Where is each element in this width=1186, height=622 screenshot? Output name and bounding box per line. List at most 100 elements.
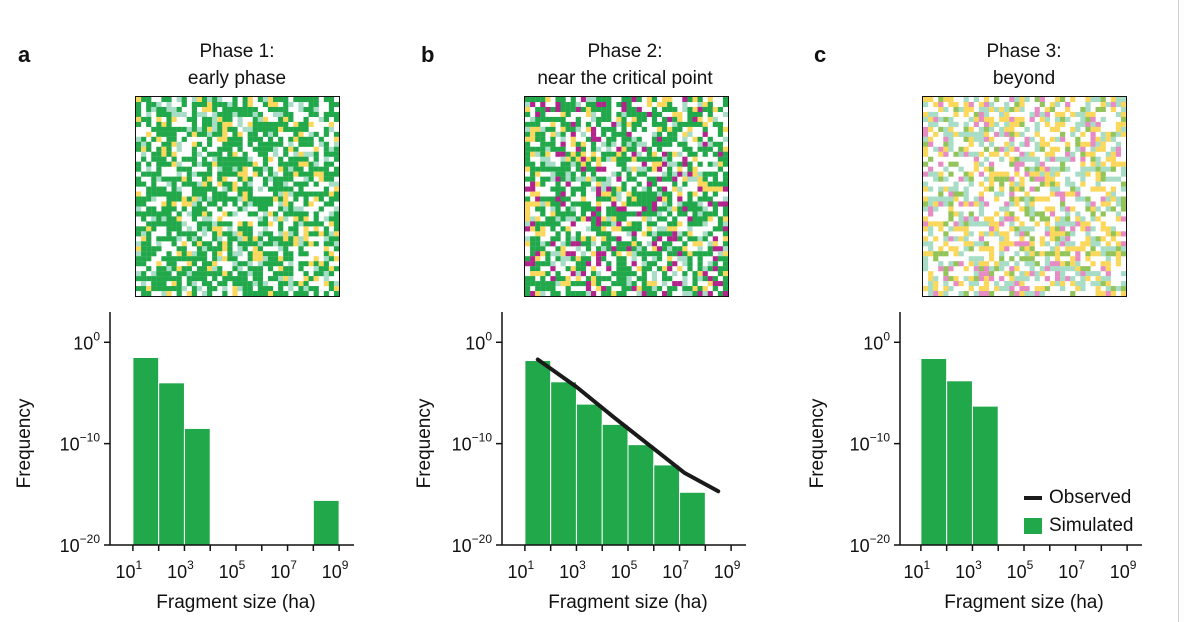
y-tick-label: 100 [465, 329, 492, 353]
landscape-cell [667, 221, 673, 227]
landscape-cell [722, 286, 729, 292]
landscape-cell [953, 226, 959, 232]
landscape-cell [201, 226, 208, 232]
landscape-cell [262, 251, 269, 257]
landscape-cell [262, 216, 269, 222]
landscape-cell [707, 216, 713, 222]
landscape-cell [242, 176, 248, 182]
landscape-cell [1095, 276, 1101, 282]
landscape-cell [1075, 256, 1081, 262]
landscape-cell [227, 101, 233, 108]
landscape-cell [550, 126, 556, 132]
landscape-cell [1120, 201, 1127, 207]
landscape-cell [722, 271, 729, 277]
landscape-cell [692, 286, 698, 292]
landscape-cell [535, 271, 541, 277]
landscape-cell [212, 97, 218, 103]
landscape-cell [1009, 176, 1015, 182]
landscape-cell [313, 151, 319, 157]
landscape-cell [1095, 171, 1101, 177]
landscape-cell [641, 111, 647, 117]
landscape-cell [988, 171, 995, 177]
landscape-cell [560, 156, 566, 162]
landscape-cell [303, 231, 309, 237]
landscape-cell [968, 281, 974, 287]
landscape-cell [1049, 281, 1056, 287]
landscape-cell [646, 221, 652, 227]
landscape-cell [999, 241, 1005, 247]
landscape-cell [687, 106, 693, 113]
landscape-cell [1029, 236, 1035, 242]
landscape-cell [212, 251, 218, 257]
landscape-cell [303, 216, 309, 222]
landscape-cell [631, 116, 637, 122]
landscape-cell [252, 241, 258, 247]
landscape-cell [176, 226, 182, 232]
landscape-cell [722, 146, 729, 152]
landscape-cell [697, 136, 703, 142]
landscape-cell [530, 131, 536, 137]
landscape-cell [267, 97, 274, 103]
landscape-cell [601, 196, 607, 202]
landscape-cell [273, 216, 279, 222]
landscape-cell [283, 211, 289, 217]
landscape-cell [232, 196, 238, 202]
landscape-cell [616, 191, 622, 197]
landscape-cell [1044, 106, 1050, 113]
landscape-cell [631, 156, 637, 162]
landscape-cell [646, 261, 652, 267]
landscape-cell [626, 271, 632, 277]
landscape-cell [242, 271, 248, 277]
y-tick-label-exponent: −20 [472, 532, 493, 546]
landscape-cell [273, 261, 279, 267]
landscape-cell [1085, 241, 1091, 247]
landscape-cell [196, 201, 203, 207]
landscape-cell [1054, 171, 1061, 177]
landscape-cell [585, 236, 592, 242]
landscape-cell [545, 106, 551, 113]
landscape-cell [575, 231, 581, 237]
landscape-cell [988, 216, 995, 222]
landscape-cell [682, 176, 688, 182]
landscape-cell [545, 201, 551, 207]
landscape-cell [943, 236, 949, 242]
landscape-cell [565, 211, 571, 217]
landscape-cell [273, 176, 279, 182]
landscape-cell [1004, 151, 1010, 157]
landscape-cell [550, 131, 556, 137]
x-tick-label: 101 [508, 558, 535, 582]
landscape-cell [953, 276, 959, 282]
landscape-cell [948, 186, 954, 192]
landscape-cell [1115, 286, 1122, 292]
landscape-cell [1090, 226, 1096, 232]
landscape-cell [1034, 196, 1040, 202]
landscape-cell [1060, 191, 1066, 197]
landscape-cell [585, 216, 592, 222]
landscape-cell [570, 251, 576, 257]
landscape-cell [707, 136, 713, 142]
landscape-cell [575, 186, 581, 192]
landscape-cell [631, 236, 637, 242]
landscape-cell [196, 246, 203, 252]
landscape-cell [606, 276, 612, 282]
landscape-cell [983, 131, 990, 137]
landscape-cell [1004, 261, 1010, 267]
landscape-cell [958, 221, 964, 227]
landscape-cell [156, 216, 162, 222]
landscape-cell [1085, 236, 1091, 242]
landscape-cell [1054, 116, 1061, 122]
landscape-cell [1115, 131, 1122, 137]
landscape-cell [626, 221, 632, 227]
landscape-cell [662, 136, 668, 142]
landscape-cell [672, 226, 678, 232]
landscape-cell [323, 146, 329, 152]
landscape-cell [580, 251, 587, 257]
landscape-cell [978, 261, 985, 267]
landscape-cell [565, 291, 571, 297]
landscape-cell [1049, 236, 1056, 242]
landscape-cell [257, 136, 263, 142]
landscape-cell [136, 241, 142, 247]
landscape-cell [278, 286, 284, 292]
landscape-cell [171, 106, 177, 113]
landscape-cell [146, 286, 152, 292]
